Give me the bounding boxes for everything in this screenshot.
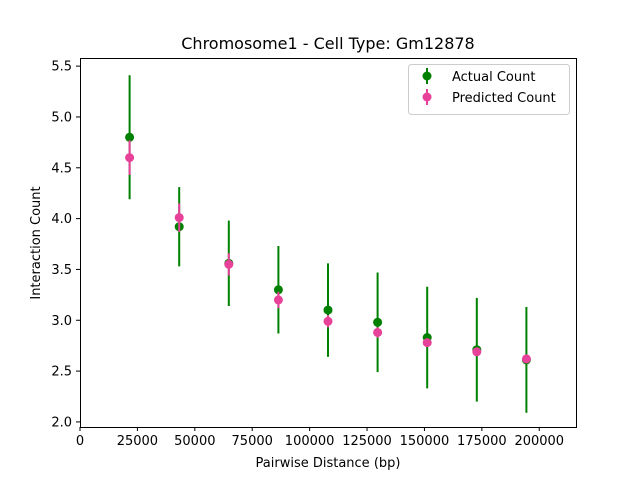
x-tick-label: 0: [76, 434, 84, 449]
y-tick-label: 2.0: [51, 415, 72, 430]
predicted-point: [125, 153, 135, 163]
actual-point: [323, 305, 333, 315]
x-tick-label: 200000: [514, 434, 564, 449]
predicted-point: [472, 347, 482, 357]
legend: Actual Count Predicted Count: [408, 64, 570, 115]
legend-box: [408, 64, 570, 115]
legend-predicted-label: Predicted Count: [452, 91, 556, 106]
chart-title: Chromosome1 - Cell Type: Gm12878: [181, 34, 474, 53]
actual-point: [373, 317, 383, 327]
x-axis-label: Pairwise Distance (bp): [256, 456, 401, 471]
actual-point: [125, 132, 135, 142]
predicted-point: [174, 213, 184, 223]
y-tick-label: 3.5: [51, 263, 72, 278]
predicted-point: [373, 327, 383, 337]
y-tick-label: 4.0: [51, 212, 72, 227]
predicted-point: [521, 354, 531, 364]
x-tick-label: 125000: [342, 434, 392, 449]
predicted-point: [273, 295, 283, 305]
y-tick-label: 2.5: [51, 365, 72, 380]
y-axis-label: Interaction Count: [29, 186, 44, 299]
actual-point: [273, 285, 283, 295]
legend-actual-label: Actual Count: [452, 70, 535, 85]
x-axis: 0 25000 50000 75000 100000 125000 150000 175000…: [76, 427, 564, 449]
plot-area: [125, 75, 531, 413]
predicted-point: [323, 316, 333, 326]
predicted-point: [224, 259, 234, 269]
y-tick-label: 5.0: [51, 110, 72, 125]
y-tick-label: 5.5: [51, 60, 72, 75]
y-axis: 2.0 2.5 3.0 3.5 4.0 4.5 5.0 5.5: [51, 60, 80, 430]
y-tick-label: 3.0: [51, 314, 72, 329]
x-tick-label: 50000: [174, 434, 215, 449]
plot-frame: [80, 58, 577, 428]
x-tick-label: 150000: [400, 434, 450, 449]
legend-predicted-marker: [422, 92, 432, 102]
x-tick-label: 75000: [232, 434, 273, 449]
predicted-point: [422, 338, 432, 348]
x-tick-label: 100000: [285, 434, 335, 449]
y-tick-label: 4.5: [51, 161, 72, 176]
x-tick-label: 175000: [457, 434, 507, 449]
legend-actual-marker: [422, 71, 432, 81]
x-tick-label: 25000: [117, 434, 158, 449]
